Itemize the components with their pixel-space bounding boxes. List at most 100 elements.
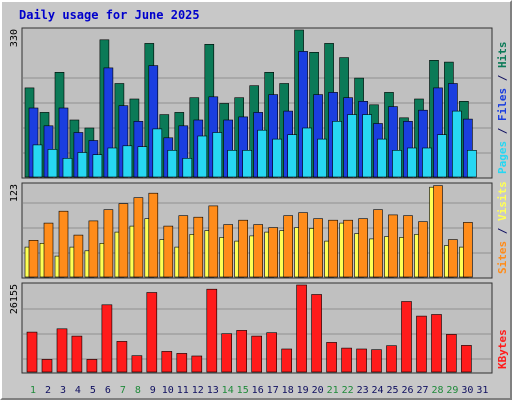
- bar-sites-day-30: [463, 222, 473, 278]
- bar-sites-day-4: [73, 234, 84, 278]
- bar-kbytes-day-6: [101, 304, 113, 373]
- bar-pages-day-8: [137, 146, 148, 178]
- series-label-part: Hits: [496, 42, 509, 69]
- bar-sites-day-26: [403, 215, 413, 278]
- bar-pages-day-4: [77, 152, 88, 178]
- bar-pages-day-12: [197, 135, 208, 178]
- series-label-part: Files: [496, 88, 509, 121]
- day-label-22: 22: [342, 385, 354, 396]
- bar-pages-day-19: [302, 127, 312, 178]
- panel-1-series-label: Pages / Files / Hits: [496, 42, 509, 175]
- day-label-10: 10: [162, 385, 174, 396]
- day-label-5: 5: [90, 385, 96, 396]
- bar-pages-day-20: [317, 138, 327, 178]
- bar-kbytes-day-27: [416, 315, 427, 373]
- bar-sites-day-12: [193, 216, 204, 278]
- bar-pages-day-15: [242, 150, 252, 178]
- bar-kbytes-day-1: [26, 331, 38, 373]
- bar-pages-day-26: [407, 147, 417, 178]
- bar-pages-day-2: [47, 149, 58, 178]
- bar-sites-day-13: [208, 205, 219, 278]
- bar-sites-day-1: [28, 240, 39, 278]
- bar-kbytes-day-17: [266, 332, 278, 373]
- bar-sites-day-14: [223, 224, 233, 278]
- bar-kbytes-day-25: [386, 345, 397, 373]
- day-label-13: 13: [207, 385, 219, 396]
- series-label-part: /: [496, 68, 509, 88]
- bar-pages-day-22: [347, 114, 357, 178]
- bar-kbytes-day-28: [431, 314, 442, 373]
- bar-sites-day-3: [58, 210, 69, 278]
- bar-kbytes-day-9: [146, 292, 158, 373]
- bar-pages-day-13: [212, 132, 223, 178]
- bar-sites-day-15: [238, 219, 248, 278]
- bar-sites-day-2: [43, 222, 54, 278]
- bar-kbytes-day-30: [461, 345, 472, 373]
- bar-sites-day-28: [433, 185, 443, 278]
- day-label-4: 4: [75, 385, 81, 396]
- day-label-6: 6: [105, 385, 111, 396]
- bar-pages-day-29: [452, 110, 462, 178]
- day-label-20: 20: [312, 385, 324, 396]
- bar-sites-day-9: [148, 192, 159, 278]
- bar-sites-day-17: [268, 227, 279, 278]
- day-label-8: 8: [135, 385, 141, 396]
- bar-pages-day-6: [107, 147, 118, 178]
- day-label-14: 14: [222, 385, 234, 396]
- day-label-18: 18: [282, 385, 294, 396]
- bar-pages-day-11: [182, 158, 193, 178]
- day-label-7: 7: [120, 385, 126, 396]
- bar-sites-day-21: [328, 219, 338, 278]
- chart-title: Daily usage for June 2025: [19, 8, 200, 22]
- day-label-1: 1: [30, 385, 36, 396]
- bar-kbytes-day-13: [206, 288, 218, 373]
- bar-pages-day-30: [467, 150, 477, 178]
- bar-pages-day-5: [92, 154, 103, 178]
- series-label-part: /: [496, 221, 509, 241]
- bar-kbytes-day-26: [401, 301, 412, 373]
- bar-pages-day-21: [332, 121, 342, 178]
- day-label-15: 15: [237, 385, 249, 396]
- bar-kbytes-day-10: [161, 351, 173, 373]
- day-label-2: 2: [45, 385, 51, 396]
- series-label-part: Visits: [496, 181, 509, 221]
- bar-sites-day-18: [283, 215, 294, 278]
- day-label-19: 19: [297, 385, 309, 396]
- bar-sites-day-11: [178, 215, 189, 278]
- bar-kbytes-day-18: [281, 348, 293, 373]
- day-label-9: 9: [150, 385, 156, 396]
- bar-pages-day-9: [152, 128, 163, 178]
- bar-kbytes-day-4: [71, 335, 83, 373]
- bar-sites-day-27: [418, 221, 428, 278]
- bar-kbytes-day-8: [131, 355, 143, 373]
- bar-kbytes-day-16: [251, 335, 262, 373]
- day-label-3: 3: [60, 385, 66, 396]
- day-label-29: 29: [446, 385, 458, 396]
- day-label-30: 30: [461, 385, 473, 396]
- bar-pages-day-14: [227, 150, 237, 178]
- bar-kbytes-day-5: [86, 359, 98, 373]
- bar-pages-day-24: [377, 138, 387, 178]
- bar-pages-day-10: [167, 150, 178, 178]
- bar-kbytes-day-23: [356, 348, 367, 373]
- bar-sites-day-23: [358, 218, 368, 278]
- bar-pages-day-3: [62, 158, 73, 178]
- bar-kbytes-day-14: [221, 333, 232, 373]
- series-label-part: Sites: [496, 241, 509, 274]
- bar-pages-day-1: [32, 144, 43, 178]
- bar-kbytes-day-11: [176, 353, 188, 373]
- day-label-26: 26: [401, 385, 413, 396]
- day-label-27: 27: [416, 385, 428, 396]
- bar-pages-day-16: [257, 129, 268, 178]
- bar-sites-day-20: [313, 218, 323, 278]
- bar-sites-day-16: [253, 224, 263, 278]
- bar-sites-day-24: [373, 209, 383, 278]
- panel-2-ymax-label: 123: [9, 184, 20, 202]
- bar-sites-day-5: [88, 220, 99, 278]
- bar-kbytes-day-24: [371, 349, 382, 373]
- bar-pages-day-23: [362, 114, 372, 178]
- bar-sites-day-29: [448, 239, 458, 278]
- bar-sites-day-19: [298, 212, 308, 278]
- bar-kbytes-day-19: [296, 284, 307, 373]
